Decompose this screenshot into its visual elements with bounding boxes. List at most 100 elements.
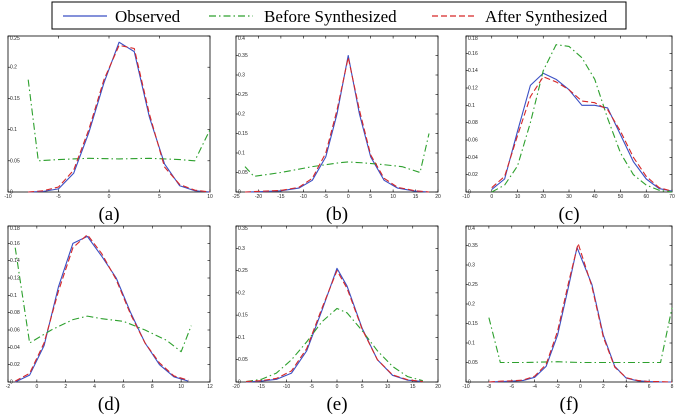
y-tick-label: 0.05: [238, 170, 248, 176]
x-tick-label: 4: [625, 384, 628, 390]
chart-panel-2: 0 0.05 0.1 0.15 0.2 0.25 0.3 0.35 0.4 -25 -20 -15 -1…: [232, 35, 441, 225]
y-tick-label: 0.3: [238, 246, 245, 252]
x-tick-label: 70: [669, 194, 675, 200]
y-tick-label: 0.06: [10, 328, 20, 334]
x-tick-label: -2: [555, 384, 560, 390]
x-tick-label: 6: [122, 384, 125, 390]
y-tick-label: 0.2: [238, 112, 245, 118]
x-tick-label: 20: [540, 194, 546, 200]
chart-panel-3: 00.020.040.060.080.10.120.140.160.18-10 0…: [462, 35, 675, 225]
series-line-after-synthesized: [491, 76, 673, 192]
y-tick-label: 0.2: [468, 302, 475, 308]
y-tick-label: 0.1: [238, 151, 245, 157]
chart-panel-1: 0 0.05 0.1 0.15 0.2 0.25 -10 -5 0 5 10 (a): [4, 35, 213, 225]
series-line-observed: [28, 41, 211, 193]
y-tick-label: 0.4: [468, 226, 475, 232]
x-tick-label: -15: [277, 194, 284, 200]
panel-label: (f): [560, 394, 579, 415]
x-tick-label: 10: [178, 384, 184, 390]
x-tick-label: 0: [579, 384, 582, 390]
panel-label: (b): [326, 204, 348, 225]
y-tick-label: 0.1: [468, 103, 475, 109]
x-tick-label: -25: [232, 194, 239, 200]
plot-frame: [465, 35, 673, 193]
x-tick-label: 40: [592, 194, 598, 200]
x-tick-label: 5: [361, 384, 364, 390]
y-tick-label: 0.15: [10, 96, 20, 102]
y-tick-label: 0.16: [10, 241, 20, 247]
y-tick-label: 0.35: [468, 243, 478, 249]
chart-panel-4: 00.020.040.060.080.10.120.140.160.18-2 0 2…: [6, 225, 213, 415]
x-tick-label: -10: [300, 194, 307, 200]
x-tick-label: 8: [671, 384, 674, 390]
series-line-before-synthesized: [244, 133, 430, 177]
x-tick-label: -4: [532, 384, 537, 390]
y-tick-label: 0.12: [10, 276, 20, 282]
y-tick-label: 0.1: [10, 293, 17, 299]
x-tick-label: 15: [410, 384, 416, 390]
plot-frame: [7, 35, 211, 193]
panel-label: (e): [326, 394, 347, 415]
y-tick-label: 0.25: [10, 36, 20, 42]
y-tick-label: 0.3: [238, 73, 245, 79]
x-tick-label: 10: [515, 194, 521, 200]
x-tick-label: 8: [151, 384, 154, 390]
x-tick-label: 20: [435, 384, 441, 390]
y-tick-label: 0: [238, 380, 241, 386]
series-line-after-synthesized: [28, 44, 211, 193]
plot-frame: [465, 225, 673, 383]
series-line-after-synthesized: [14, 234, 189, 382]
x-tick-label: -2: [6, 384, 11, 390]
y-tick-label: 0: [10, 190, 13, 196]
x-tick-label: -6: [510, 384, 515, 390]
legend-entry-after-synthesized: After Synthesized: [432, 7, 608, 26]
y-tick-label: 0.16: [468, 51, 478, 57]
y-tick-label: 0.35: [238, 53, 248, 59]
x-tick-label: 4: [93, 384, 96, 390]
y-tick-label: 0.15: [468, 321, 478, 327]
y-tick-label: 0.18: [10, 226, 20, 232]
x-tick-label: 10: [385, 384, 391, 390]
x-tick-label: 5: [369, 194, 372, 200]
x-tick-label: 20: [435, 194, 441, 200]
plot-frame: [235, 225, 439, 383]
x-tick-label: -5: [310, 384, 315, 390]
y-tick-label: 0.02: [10, 362, 20, 368]
y-tick-label: 0.08: [468, 120, 478, 126]
series-line-before-synthesized: [27, 79, 211, 162]
legend-label-before-synthesized: Before Synthesized: [264, 7, 397, 26]
y-tick-label: 0.05: [238, 357, 248, 363]
x-tick-label: 0: [108, 194, 111, 200]
y-tick-label: 0.02: [468, 172, 478, 178]
x-tick-label: 2: [64, 384, 67, 390]
x-tick-label: 5: [158, 194, 161, 200]
y-tick-label: 0.3: [468, 263, 475, 269]
x-tick-label: -20: [232, 384, 239, 390]
y-tick-label: 0.15: [238, 131, 248, 137]
y-tick-label: 0.1: [10, 127, 17, 133]
y-tick-label: 0.04: [468, 155, 478, 161]
y-tick-label: 0.2: [238, 290, 245, 296]
y-tick-label: 0.25: [238, 92, 248, 98]
x-tick-label: -20: [255, 194, 262, 200]
x-tick-label: 0: [347, 194, 350, 200]
x-tick-label: 12: [207, 384, 213, 390]
series-line-before-synthesized: [246, 307, 423, 383]
y-tick-label: 0.06: [468, 138, 478, 144]
y-tick-label: 0.1: [468, 341, 475, 347]
chart-panel-5: 0 0.05 0.1 0.15 0.2 0.25 0.3 0.35 -20 -15 -10 -5 0 5 1…: [232, 225, 441, 415]
x-tick-label: 6: [648, 384, 651, 390]
x-tick-label: -15: [258, 384, 265, 390]
x-tick-label: 50: [618, 194, 624, 200]
chart-panel-6: 0 0.05 0.1 0.15 0.2 0.25 0.3 0.35 0.4 -10 -8 -6 -4 -2…: [462, 225, 674, 415]
series-line-observed: [14, 235, 189, 383]
y-tick-label: 0.08: [10, 310, 20, 316]
legend-label-observed: Observed: [115, 7, 181, 26]
series-line-observed: [246, 267, 423, 383]
x-tick-label: 10: [207, 194, 213, 200]
legend-entry-observed: Observed: [63, 7, 181, 26]
series-line-observed: [491, 72, 673, 192]
y-tick-label: 0.2: [10, 65, 17, 71]
series-line-after-synthesized: [488, 243, 673, 383]
